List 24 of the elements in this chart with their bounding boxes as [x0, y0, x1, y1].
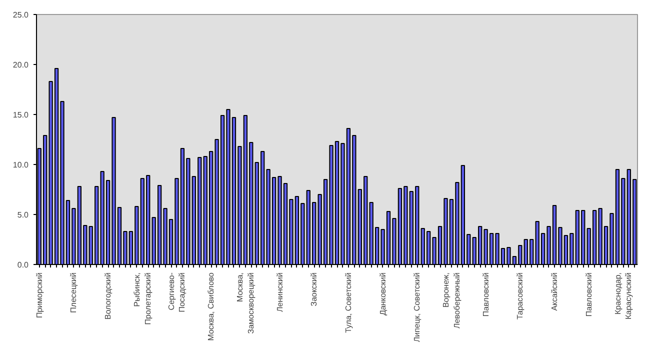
- x-tick-label: Павловский: [481, 272, 490, 317]
- x-tick-label: Вологодский: [104, 272, 113, 320]
- y-tick-label: 25.0: [12, 10, 30, 20]
- x-tick-label: Приморский: [34, 272, 44, 318]
- x-tick-label: Воронеж, Левобережный: [442, 272, 462, 329]
- x-tick-label: Ленинский: [275, 272, 284, 312]
- x-tick-label: Тарасовский: [516, 272, 525, 320]
- x-tick-label: Москва, Замоскворецкий: [236, 272, 256, 334]
- x-tick-label: Рыбинск, Пролетарский: [132, 272, 152, 325]
- x-tick-label: Аксайский: [550, 272, 560, 311]
- x-tick-label: Заокский: [310, 272, 319, 306]
- y-tick-label: 0.0: [17, 260, 30, 270]
- x-tick-label: Сергиево- Посадский: [166, 272, 187, 312]
- x-tick-label: Краснодар, Карасунский: [613, 272, 634, 320]
- y-tick-label: 15.0: [12, 110, 30, 120]
- x-tick-label: Тула, Советский: [344, 272, 353, 333]
- y-tick-label: 10.0: [12, 160, 30, 170]
- x-tick-label: Москва, Свиблово: [206, 272, 216, 341]
- x-tick-label: Плесецкий: [69, 272, 78, 313]
- y-tick-label: 5.0: [17, 210, 30, 220]
- x-tick-label: Павловский: [584, 272, 594, 317]
- y-tick-label: 20.0: [12, 60, 30, 70]
- x-tick-label: Данковский: [378, 272, 388, 316]
- x-tick-label: Липецк, Советский: [412, 272, 422, 342]
